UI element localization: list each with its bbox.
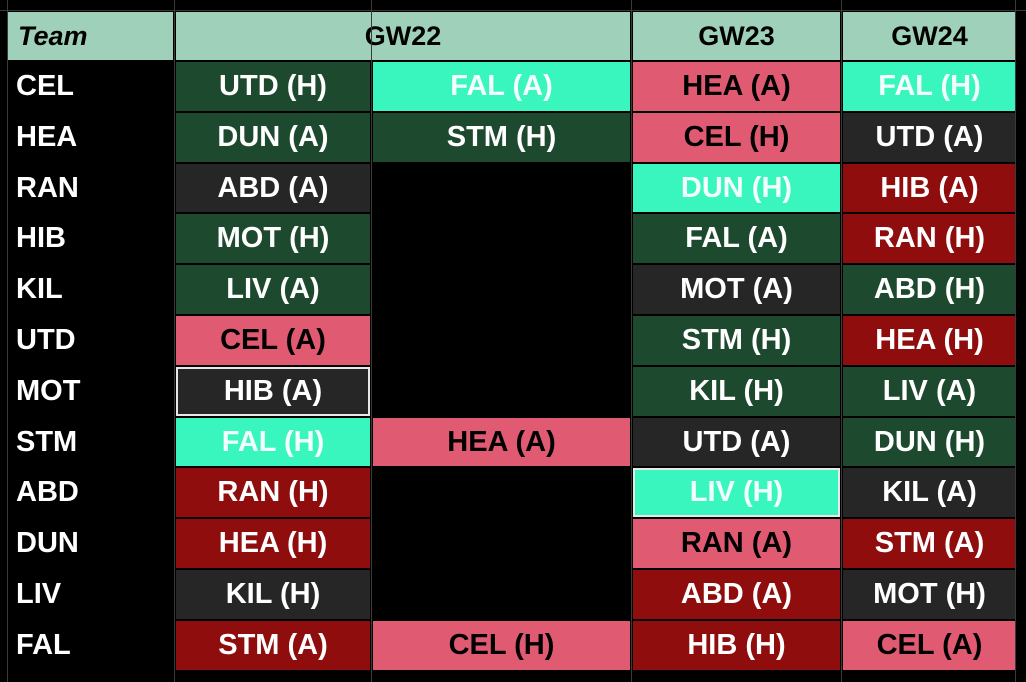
fixture-cell[interactable]: HIB (A) xyxy=(176,367,370,416)
fixture-cell[interactable]: UTD (A) xyxy=(633,418,840,466)
fixture-cell[interactable]: KIL (H) xyxy=(176,570,370,619)
fixture-cell[interactable]: HIB (A) xyxy=(843,164,1016,212)
team-cell-fal[interactable]: FAL xyxy=(8,621,173,670)
fixture-cell[interactable]: LIV (A) xyxy=(843,367,1016,416)
fixture-cell[interactable]: HEA (H) xyxy=(176,519,370,568)
empty-cell[interactable] xyxy=(373,316,630,365)
fixture-cell[interactable]: FAL (H) xyxy=(176,418,370,466)
gridline xyxy=(174,0,175,682)
header-gw23[interactable]: GW23 xyxy=(633,12,840,60)
fixture-cell[interactable]: UTD (H) xyxy=(176,62,370,111)
fixture-cell[interactable]: FAL (A) xyxy=(633,214,840,263)
team-cell-liv[interactable]: LIV xyxy=(8,570,173,619)
fixture-cell[interactable]: HEA (H) xyxy=(843,316,1016,365)
fixture-cell[interactable]: MOT (A) xyxy=(633,265,840,314)
empty-cell[interactable] xyxy=(373,570,630,619)
fixture-cell[interactable]: FAL (H) xyxy=(843,62,1016,111)
fixture-cell[interactable]: RAN (H) xyxy=(843,214,1016,263)
team-cell-hib[interactable]: HIB xyxy=(8,214,173,263)
team-cell-ran[interactable]: RAN xyxy=(8,164,173,212)
fixture-cell[interactable]: HEA (A) xyxy=(633,62,840,111)
fixture-cell[interactable]: HIB (H) xyxy=(633,621,840,670)
empty-cell[interactable] xyxy=(373,265,630,314)
fixture-cell[interactable]: DUN (A) xyxy=(176,113,370,162)
gridline xyxy=(0,10,1026,11)
fixture-cell[interactable]: UTD (A) xyxy=(843,113,1016,162)
fixture-cell[interactable]: KIL (H) xyxy=(633,367,840,416)
fixture-cell[interactable]: ABD (A) xyxy=(633,570,840,619)
fixture-cell[interactable]: MOT (H) xyxy=(176,214,370,263)
fixture-cell[interactable]: CEL (H) xyxy=(373,621,630,670)
fixture-cell[interactable]: DUN (H) xyxy=(633,164,840,212)
fixture-cell[interactable]: STM (A) xyxy=(176,621,370,670)
fixture-cell[interactable]: STM (A) xyxy=(843,519,1016,568)
empty-cell[interactable] xyxy=(373,519,630,568)
empty-cell[interactable] xyxy=(373,367,630,416)
fixture-cell[interactable]: ABD (H) xyxy=(843,265,1016,314)
fixture-cell[interactable]: CEL (A) xyxy=(176,316,370,365)
gridline xyxy=(371,0,372,682)
fixture-cell[interactable]: DUN (H) xyxy=(843,418,1016,466)
fixture-cell[interactable]: LIV (H) xyxy=(633,468,840,517)
team-cell-cel[interactable]: CEL xyxy=(8,62,173,111)
fixture-cell[interactable]: CEL (A) xyxy=(843,621,1016,670)
empty-cell[interactable] xyxy=(373,164,630,212)
team-cell-utd[interactable]: UTD xyxy=(8,316,173,365)
team-cell-stm[interactable]: STM xyxy=(8,418,173,466)
fixture-cell[interactable]: HEA (A) xyxy=(373,418,630,466)
fixture-cell[interactable]: RAN (A) xyxy=(633,519,840,568)
header-gw24[interactable]: GW24 xyxy=(843,12,1016,60)
fixture-cell[interactable]: LIV (A) xyxy=(176,265,370,314)
fixture-cell[interactable]: CEL (H) xyxy=(633,113,840,162)
gridline xyxy=(841,0,842,682)
team-cell-hea[interactable]: HEA xyxy=(8,113,173,162)
gridline xyxy=(631,0,632,682)
fixture-cell[interactable]: RAN (H) xyxy=(176,468,370,517)
fixture-cell[interactable]: KIL (A) xyxy=(843,468,1016,517)
fixture-cell[interactable]: ABD (A) xyxy=(176,164,370,212)
team-cell-dun[interactable]: DUN xyxy=(8,519,173,568)
empty-cell[interactable] xyxy=(373,214,630,263)
fixture-cell[interactable]: STM (H) xyxy=(373,113,630,162)
team-cell-mot[interactable]: MOT xyxy=(8,367,173,416)
team-cell-kil[interactable]: KIL xyxy=(8,265,173,314)
empty-cell[interactable] xyxy=(373,468,630,517)
header-team[interactable]: Team xyxy=(8,12,173,60)
fixture-cell[interactable]: MOT (H) xyxy=(843,570,1016,619)
fixture-cell[interactable]: FAL (A) xyxy=(373,62,630,111)
fixture-cell[interactable]: STM (H) xyxy=(633,316,840,365)
header-gw22[interactable]: GW22 xyxy=(176,12,630,60)
team-cell-abd[interactable]: ABD xyxy=(8,468,173,517)
